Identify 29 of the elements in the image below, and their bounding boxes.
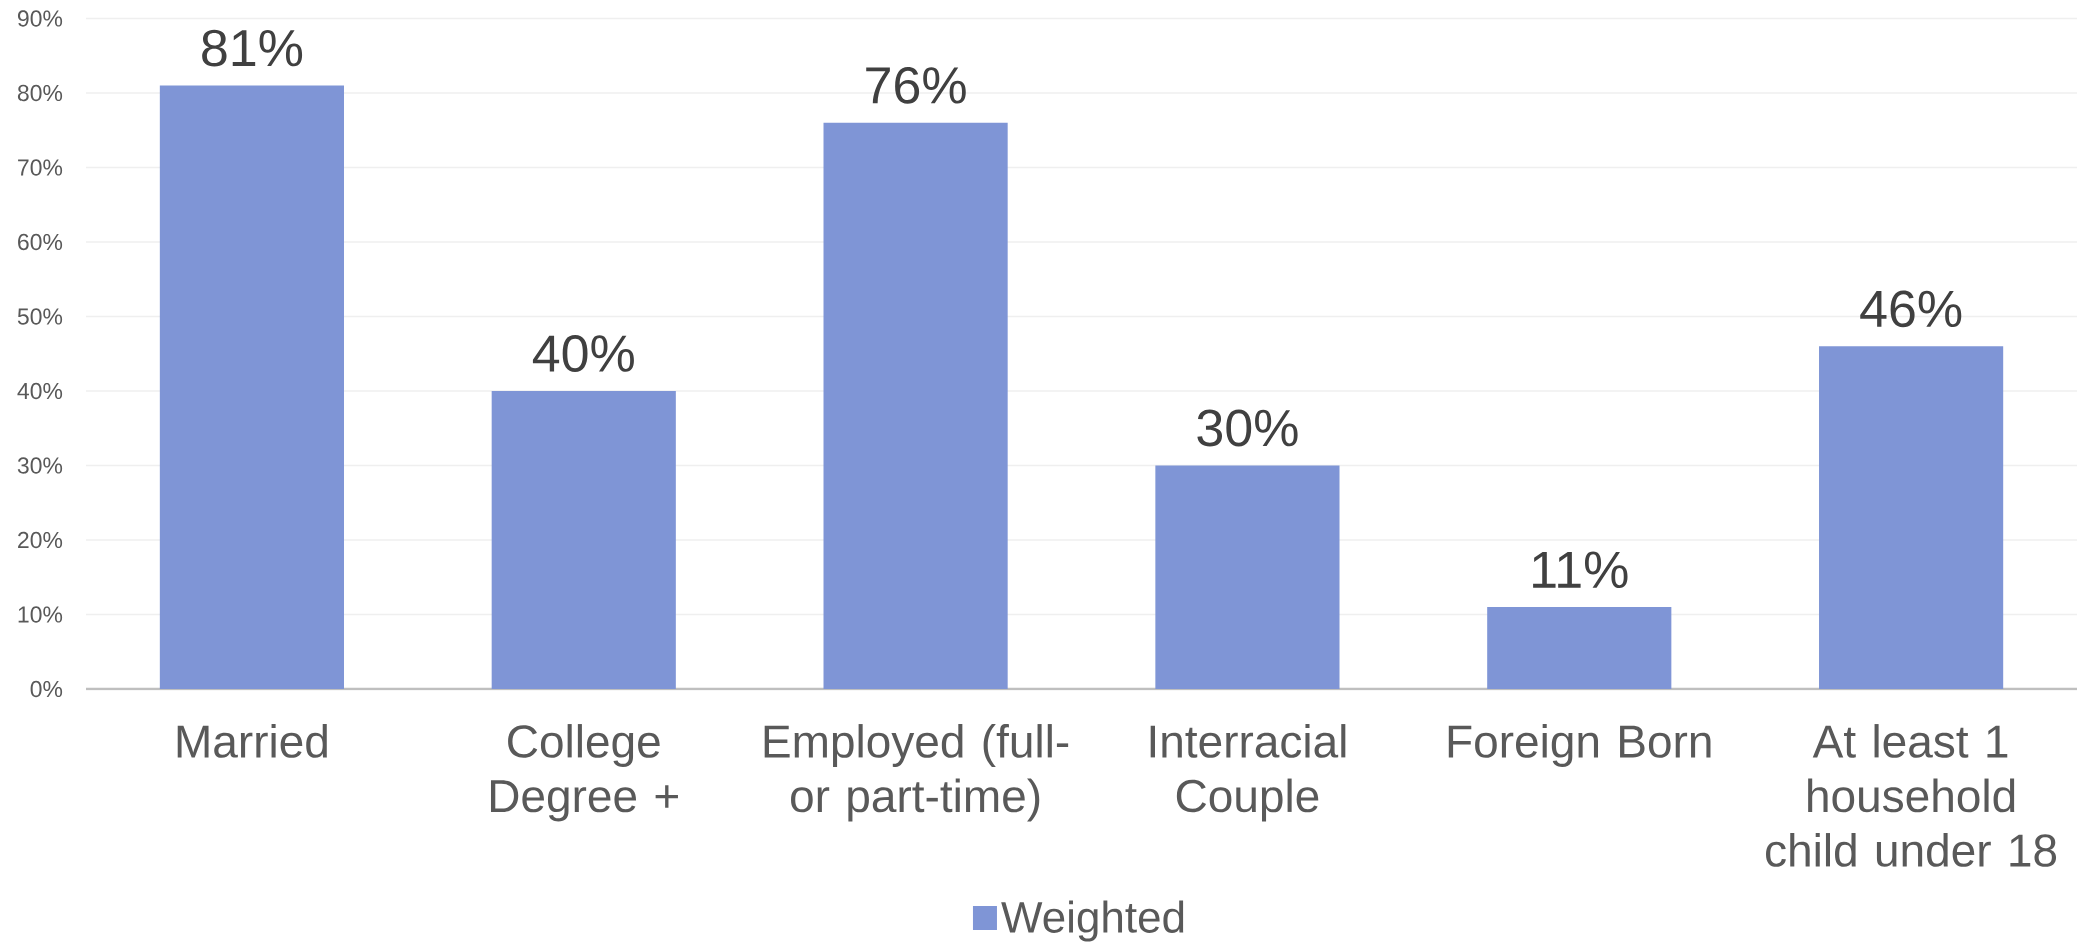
- y-tick-label: 40%: [17, 382, 63, 400]
- data-label: 46%: [1860, 290, 1962, 328]
- y-tick-label: 10%: [18, 606, 63, 623]
- data-label: 30%: [1197, 409, 1298, 447]
- bar: [1487, 607, 1672, 689]
- y-tick-label: 60%: [18, 233, 63, 251]
- bar: [823, 122, 1008, 689]
- x-tick-label: College Degree +: [490, 724, 678, 822]
- x-tick-label: At least 1 household child under 18: [1766, 724, 2057, 867]
- y-tick-label: 20%: [18, 531, 63, 549]
- y-tick-label: 50%: [17, 308, 63, 325]
- data-label: 40%: [532, 335, 634, 372]
- y-tick-label: 90%: [17, 10, 63, 27]
- legend-label: Weighted: [1001, 900, 1184, 942]
- x-tick-label: Foreign Born: [1448, 724, 1711, 767]
- y-tick-label: 70%: [18, 159, 63, 176]
- bar: [1155, 465, 1340, 689]
- bar: [159, 85, 345, 689]
- y-tick-label: 80%: [17, 84, 63, 102]
- data-label: 81%: [202, 29, 303, 67]
- x-tick-label: Married: [177, 724, 327, 758]
- data-label: 11%: [1533, 551, 1628, 588]
- y-tick-label: 0%: [30, 680, 63, 698]
- bar: [1819, 346, 2004, 689]
- x-tick-label: Interracial Couple: [1150, 724, 1346, 822]
- data-label: 76%: [866, 66, 966, 104]
- y-tick-label: 30%: [17, 457, 63, 474]
- bar: [491, 391, 676, 689]
- x-tick-label: Employed (full- or part-time): [764, 724, 1069, 822]
